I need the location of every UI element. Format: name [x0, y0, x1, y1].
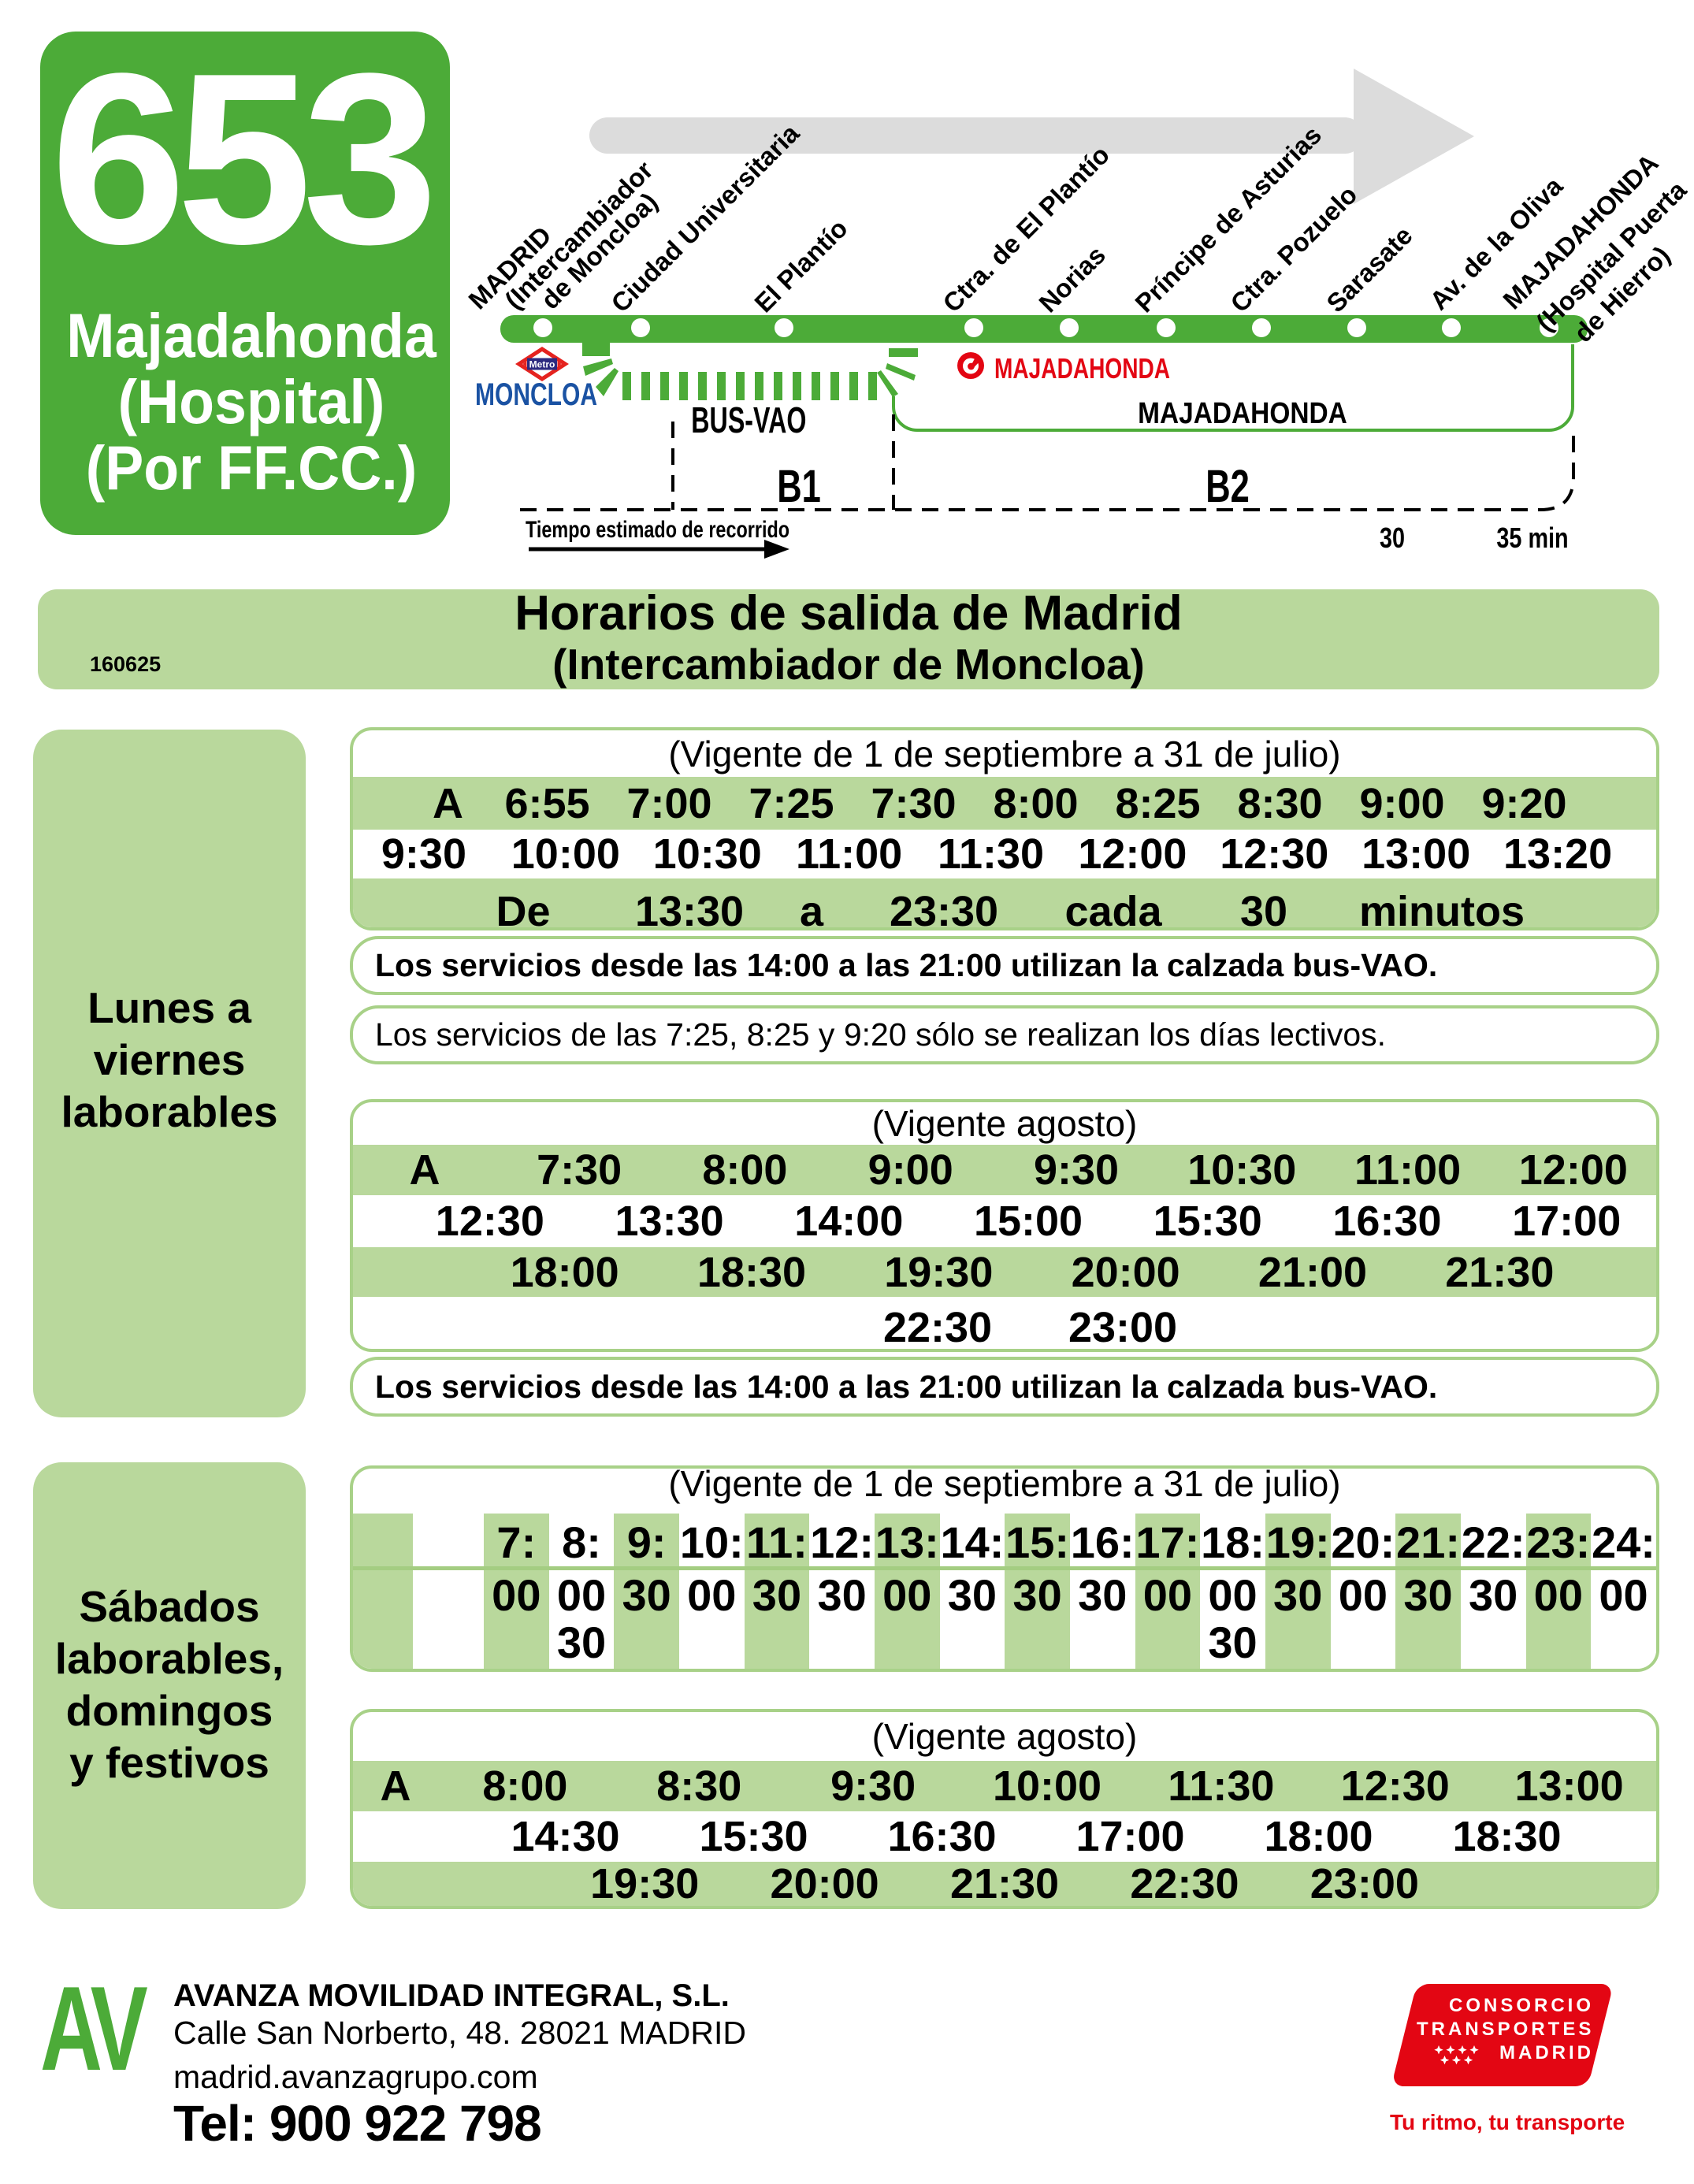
svg-text:Metro: Metro: [529, 359, 555, 370]
